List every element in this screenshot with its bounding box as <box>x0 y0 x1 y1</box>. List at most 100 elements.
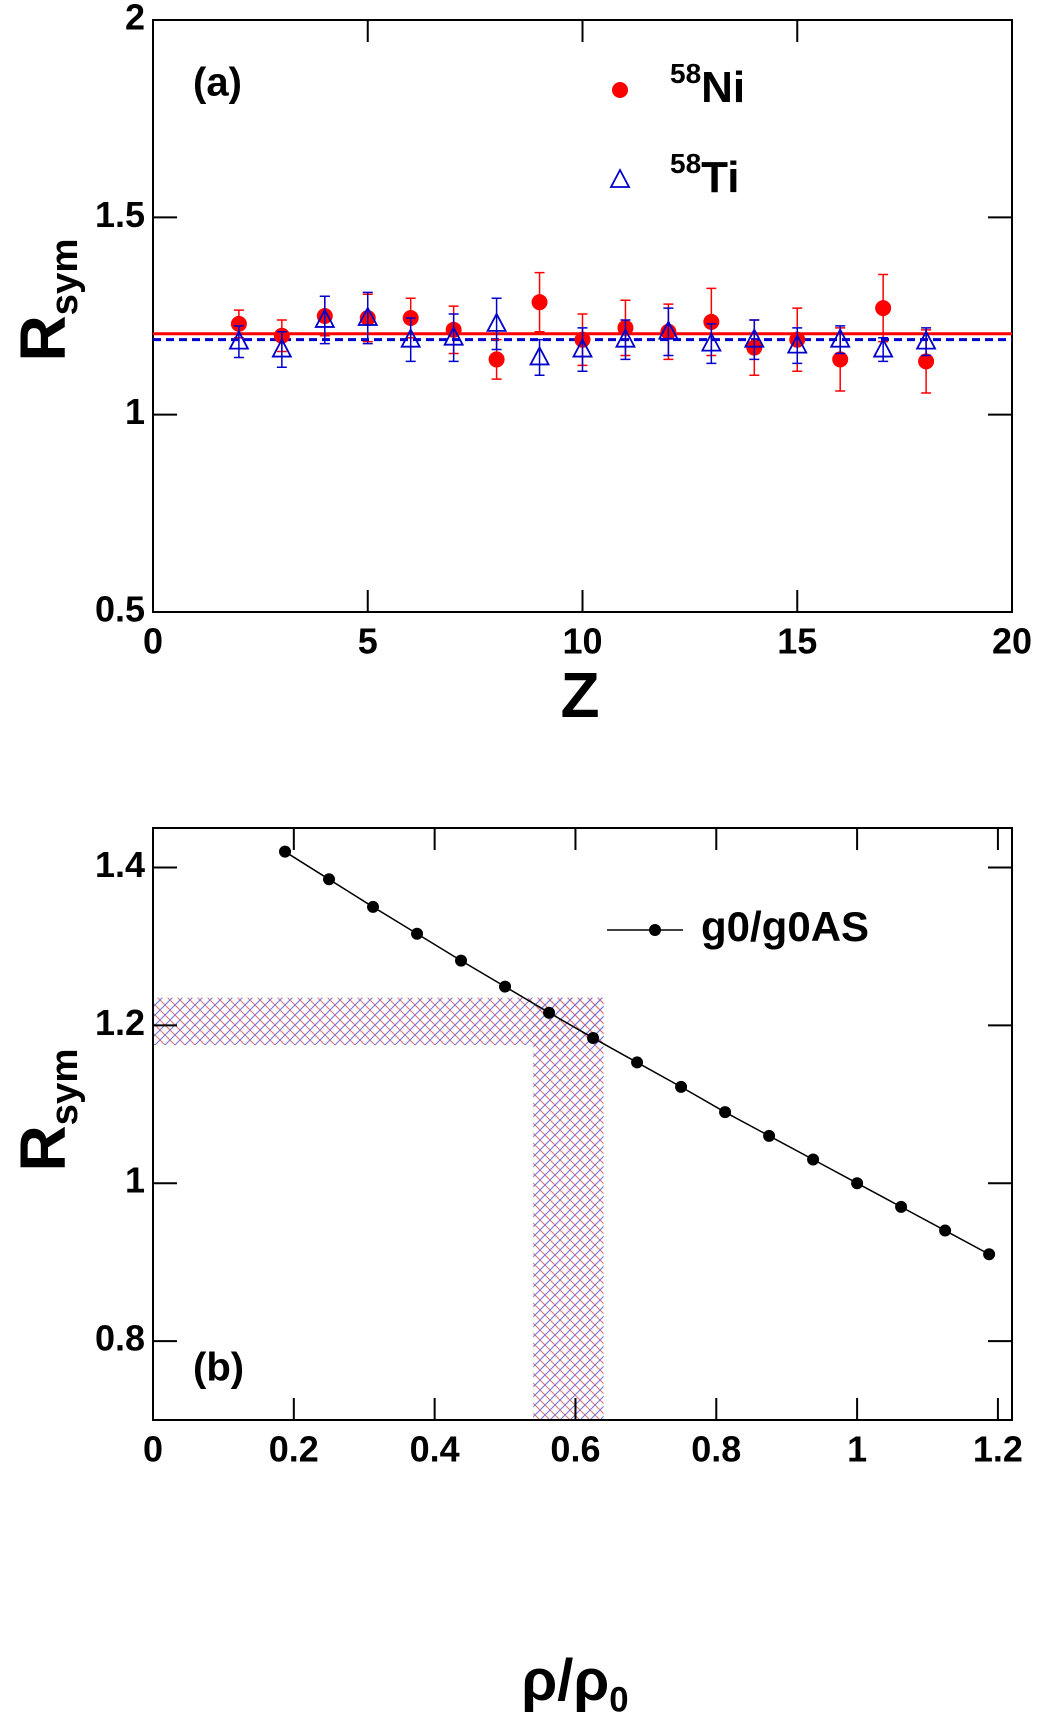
marker <box>851 1177 864 1190</box>
axis-title-subscript: 0 <box>609 1681 628 1720</box>
marker <box>587 1031 600 1044</box>
marker <box>314 308 336 328</box>
error-bar <box>448 313 459 363</box>
legend-name: Ti <box>701 153 739 202</box>
legend-label: 58Ti <box>670 148 739 201</box>
legend-superscript: 58 <box>670 58 701 89</box>
x-tick-label: 0 <box>143 1429 163 1470</box>
y-tick-label: 0.5 <box>95 589 145 630</box>
series-line <box>284 851 990 1255</box>
x-tick-label: 0.4 <box>410 1429 460 1470</box>
legend-label: 58Ni <box>670 58 745 111</box>
error-bar <box>319 295 330 345</box>
legend-name: Ni <box>701 63 745 112</box>
plot-frame <box>152 827 1013 1421</box>
marker <box>786 333 808 354</box>
axis-title-text: Z <box>560 659 599 731</box>
marker <box>719 1106 732 1119</box>
marker <box>367 900 380 913</box>
error-bar <box>706 323 717 365</box>
legend-marker <box>649 924 661 936</box>
y-tick-label: 1.2 <box>95 1002 145 1043</box>
error-bar <box>405 317 416 363</box>
marker <box>443 325 465 346</box>
marker <box>875 300 892 317</box>
marker <box>400 327 422 348</box>
axis-title: Rsym <box>7 238 86 361</box>
marker <box>357 306 379 326</box>
x-tick-label: 0.6 <box>550 1429 600 1470</box>
x-tick-label: 15 <box>777 621 817 662</box>
axis-title-subscript: sym <box>43 238 86 315</box>
marker <box>832 351 849 368</box>
axis-title-text: R <box>7 1125 79 1171</box>
marker <box>700 331 722 352</box>
x-tick-label: 5 <box>358 621 378 662</box>
marker <box>872 337 894 358</box>
axis-title-subscript: sym <box>43 1048 86 1125</box>
marker <box>279 845 292 858</box>
y-tick-label: 1 <box>125 391 145 432</box>
marker <box>543 1006 556 1019</box>
axis-title: Z <box>560 659 599 731</box>
marker <box>411 927 424 940</box>
marker <box>488 351 505 368</box>
marker <box>983 1248 996 1261</box>
y-tick-label: 0.8 <box>95 1318 145 1359</box>
error-bar <box>534 338 545 376</box>
marker <box>763 1129 776 1142</box>
x-tick-label: 0.2 <box>269 1429 319 1470</box>
error-bar <box>663 307 674 357</box>
marker <box>743 327 765 348</box>
y-tick-label: 2 <box>125 0 145 38</box>
marker <box>499 980 512 993</box>
marker <box>572 337 593 358</box>
marker <box>230 315 247 332</box>
marker <box>631 1056 644 1069</box>
marker <box>918 353 935 370</box>
marker <box>895 1200 908 1213</box>
y-tick-label: 1 <box>125 1160 145 1201</box>
marker <box>323 873 336 886</box>
x-tick-label: 0.8 <box>691 1429 741 1470</box>
marker <box>486 311 508 332</box>
legend-marker <box>612 82 628 98</box>
marker <box>657 319 679 340</box>
x-tick-label: 10 <box>562 621 602 662</box>
y-tick-label: 1.4 <box>95 844 145 885</box>
marker <box>939 1224 952 1237</box>
x-tick-label: 1 <box>847 1429 867 1470</box>
x-tick-label: 1.2 <box>973 1429 1023 1470</box>
axis-title-text: R <box>7 315 79 361</box>
marker <box>228 329 250 350</box>
marker <box>271 337 293 358</box>
shaded-band <box>533 997 604 1420</box>
error-bar <box>491 297 502 351</box>
marker <box>529 345 551 366</box>
marker <box>531 294 548 311</box>
marker <box>829 327 851 348</box>
axis-title-text: ρ/ρ <box>521 1648 609 1713</box>
panel-label: (b) <box>193 1346 244 1390</box>
x-tick-label: 0 <box>143 621 163 662</box>
axis-title: ρ/ρ0 <box>521 1648 628 1719</box>
legend-marker <box>609 168 631 188</box>
y-tick-label: 1.5 <box>95 194 145 235</box>
marker <box>915 329 937 350</box>
shaded-band <box>153 997 604 1046</box>
axis-title: Rsym <box>7 1048 86 1171</box>
panel-label: (a) <box>193 61 242 105</box>
marker <box>703 313 720 330</box>
x-tick-label: 20 <box>992 621 1032 662</box>
error-bar <box>577 327 588 373</box>
marker <box>807 1153 820 1166</box>
marker <box>675 1080 688 1093</box>
error-bar <box>749 319 760 361</box>
error-bar <box>620 319 631 361</box>
marker <box>614 327 636 348</box>
legend-label: g0/g0AS <box>701 903 869 950</box>
legend-superscript: 58 <box>670 148 701 179</box>
error-bar <box>362 291 373 345</box>
marker <box>455 954 468 967</box>
